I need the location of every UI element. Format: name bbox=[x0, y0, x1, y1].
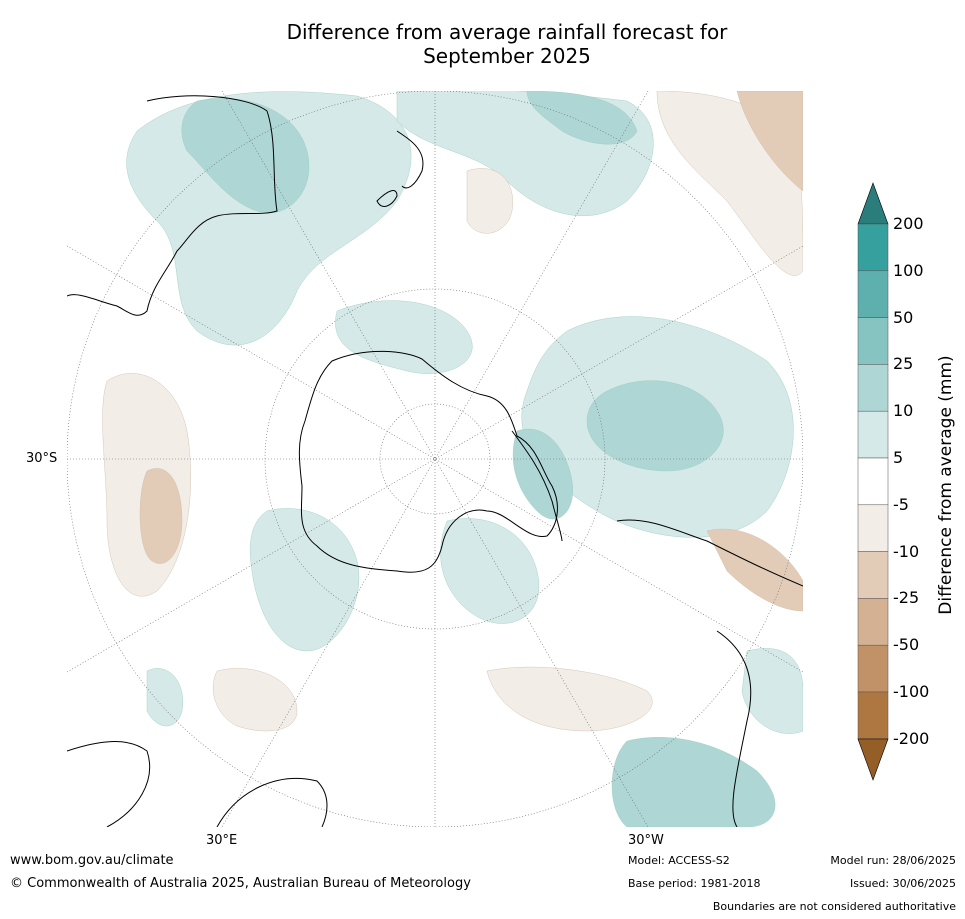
coastlines bbox=[67, 95, 803, 827]
title-line-2: September 2025 bbox=[423, 44, 591, 68]
wet-area-tasman-core bbox=[526, 91, 638, 145]
dry-area-south-africa-sw bbox=[212, 668, 298, 732]
new-zealand-south bbox=[376, 190, 398, 207]
colorbar-tick-label: 50 bbox=[893, 307, 914, 327]
australia-coast bbox=[67, 95, 278, 316]
colorbar-tick-label: 10 bbox=[893, 401, 914, 421]
colorbar-title: Difference from average (mm) bbox=[936, 355, 956, 615]
colorbar-tick-label: -5 bbox=[893, 494, 909, 514]
colorbar-tick-label: -25 bbox=[893, 588, 920, 608]
model-name: Model: ACCESS-S2 bbox=[628, 854, 730, 867]
south-america-coast bbox=[616, 519, 803, 827]
lon-label-30w: 30°W bbox=[628, 833, 664, 848]
map-svg bbox=[67, 91, 803, 827]
dry-area-pacific-core bbox=[736, 91, 803, 192]
colorbar-tick-label: -10 bbox=[893, 541, 920, 561]
colorbar-arrow-bottom bbox=[857, 738, 889, 781]
base-period: Base period: 1981-2018 bbox=[628, 877, 761, 890]
colorbar-segment bbox=[857, 598, 889, 646]
colorbar-segment bbox=[857, 551, 889, 599]
colorbar-segment bbox=[857, 270, 889, 318]
wet-area-central-ring bbox=[335, 300, 473, 374]
colorbar-segment bbox=[857, 223, 889, 272]
colorbar-segment bbox=[857, 317, 889, 365]
copyright-text: © Commonwealth of Australia 2025, Austra… bbox=[10, 876, 471, 891]
wet-area-south-atlantic-core bbox=[586, 380, 724, 472]
dry-anomaly-areas bbox=[102, 91, 803, 732]
colorbar bbox=[857, 182, 889, 781]
dry-area-chile bbox=[706, 528, 803, 612]
boundaries-disclaimer: Boundaries are not considered authoritat… bbox=[712, 900, 956, 913]
colorbar-tick-label: 100 bbox=[893, 260, 924, 280]
dry-area-new-zealand-south bbox=[466, 168, 513, 234]
dry-area-west-indian-core bbox=[139, 468, 183, 564]
polar-map bbox=[67, 91, 803, 827]
colorbar-tick-label: 200 bbox=[893, 214, 924, 233]
website-link[interactable]: www.bom.gov.au/climate bbox=[10, 853, 174, 868]
colorbar-segment bbox=[857, 691, 889, 740]
colorbar-tick-label: 5 bbox=[893, 448, 904, 467]
wet-area-drake-passage bbox=[512, 428, 573, 520]
issued-date: Issued: 30/06/2025 bbox=[849, 877, 956, 890]
title-line-1: Difference from average rainfall forecas… bbox=[286, 20, 728, 44]
wet-area-south-of-africa bbox=[249, 508, 360, 652]
colorbar-tick-label: -100 bbox=[893, 682, 930, 701]
model-run-date: Model run: 28/06/2025 bbox=[830, 854, 956, 867]
antarctic-peninsula bbox=[511, 430, 563, 542]
colorbar-segment bbox=[857, 457, 889, 506]
new-zealand-north bbox=[396, 130, 424, 189]
wet-area-indian-ocean-core bbox=[181, 98, 309, 213]
graticule bbox=[67, 91, 803, 827]
colorbar-tick-label: -200 bbox=[893, 728, 930, 748]
map-title: Difference from average rainfall forecas… bbox=[0, 20, 965, 68]
africa-coast bbox=[67, 741, 328, 827]
colorbar-tick-label: 25 bbox=[893, 354, 914, 374]
colorbar-boxes bbox=[857, 223, 889, 740]
lat-label-30s: 30°S bbox=[26, 451, 58, 466]
colorbar-segment bbox=[857, 644, 889, 693]
colorbar-segment bbox=[857, 410, 889, 459]
wet-area-southwest-indian bbox=[146, 668, 183, 727]
colorbar-arrow-top bbox=[857, 182, 889, 225]
wet-area-weddell-sea bbox=[440, 518, 539, 624]
dry-area-south-atlantic-east bbox=[486, 666, 653, 732]
colorbar-segment bbox=[857, 364, 889, 412]
wet-area-south-america-east bbox=[611, 737, 776, 827]
colorbar-segment bbox=[857, 504, 889, 552]
wet-anomaly-areas bbox=[126, 91, 803, 827]
colorbar-tick-label: -50 bbox=[893, 635, 920, 655]
antarctica-coast bbox=[298, 350, 558, 573]
lon-label-30e: 30°E bbox=[206, 833, 238, 848]
